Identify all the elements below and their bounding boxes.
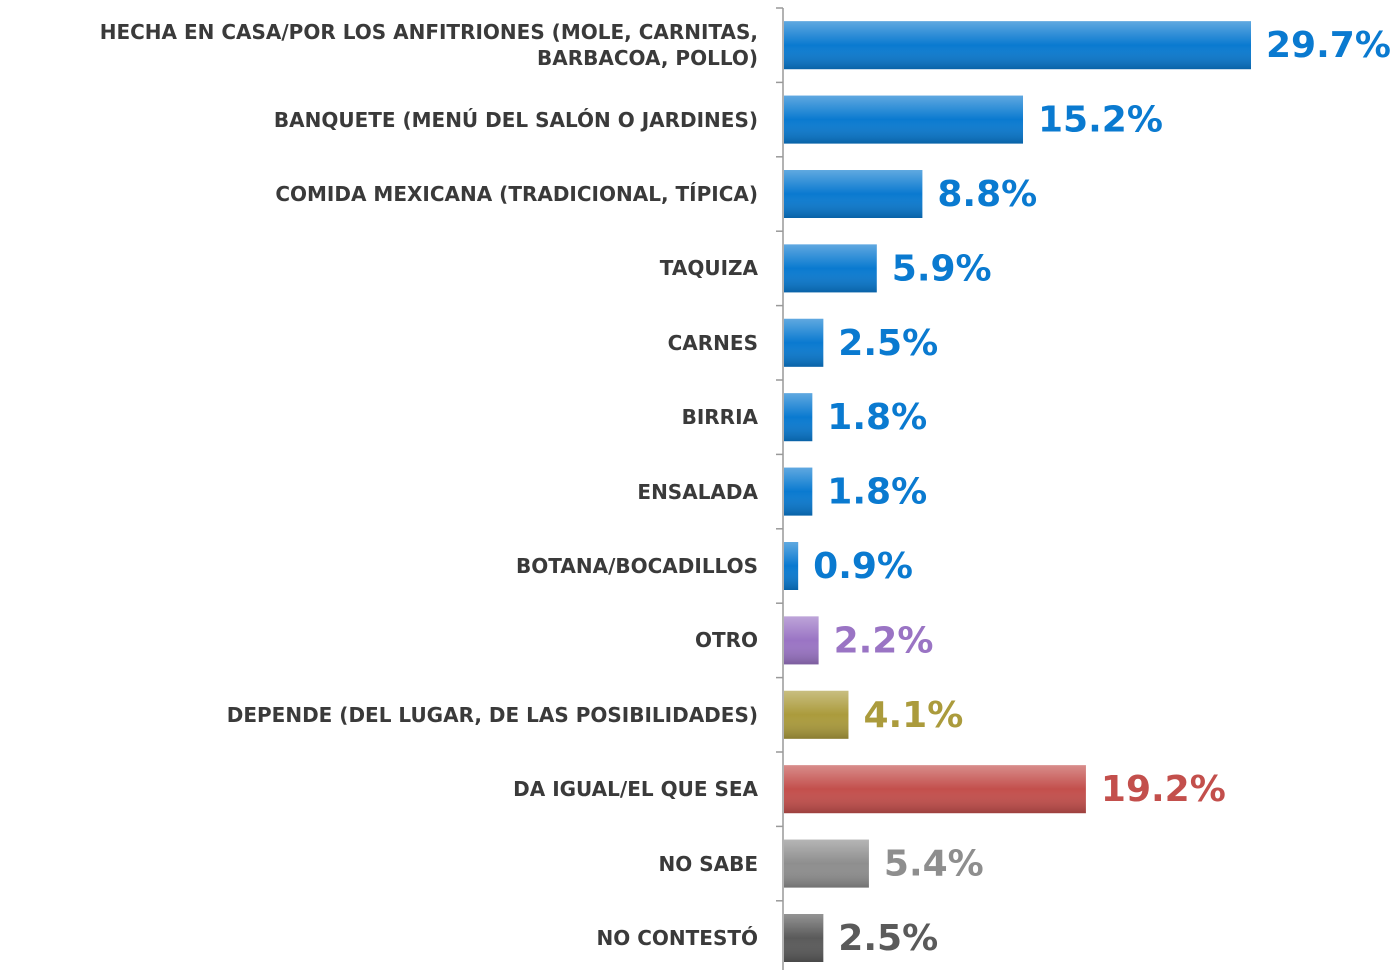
bar-shine: [784, 393, 813, 442]
category-label: BIRRIA: [681, 405, 758, 430]
category-label: OTRO: [694, 628, 758, 653]
bar-shine: [784, 318, 824, 367]
value-label: 29.7%: [1266, 25, 1390, 66]
category-label: BANQUETE (MENÚ DEL SALÓN O JARDINES): [273, 107, 758, 132]
category-label: DEPENDE (DEL LUGAR, DE LAS POSIBILIDADES…: [226, 702, 758, 727]
bar-shine: [784, 690, 849, 739]
value-label: 5.9%: [892, 248, 992, 289]
bar-shine: [784, 914, 824, 962]
value-label: 2.2%: [834, 620, 934, 661]
category-label: ENSALADA: [637, 479, 758, 504]
bar-shine: [784, 542, 799, 590]
category-label: HECHA EN CASA/POR LOS ANFITRIONES (MOLE,…: [99, 20, 758, 71]
value-label: 8.8%: [937, 174, 1037, 215]
bar-shine: [784, 616, 819, 665]
category-label: COMIDA MEXICANA (TRADICIONAL, TÍPICA): [275, 182, 758, 206]
value-label: 15.2%: [1038, 100, 1163, 141]
bar-shine: [784, 95, 1024, 144]
category-label: NO CONTESTÓ: [596, 926, 758, 950]
bar-shine: [784, 244, 877, 293]
value-label: 5.4%: [884, 844, 984, 885]
value-label: 1.8%: [827, 397, 927, 438]
category-label: CARNES: [667, 330, 758, 355]
bar-shine: [784, 765, 1086, 814]
category-label: TAQUIZA: [659, 256, 758, 281]
category-label: BOTANA/BOCADILLOS: [516, 554, 758, 578]
value-label: 1.8%: [827, 472, 927, 513]
bar-shine: [784, 170, 923, 218]
value-label: 4.1%: [863, 695, 963, 736]
bar-shine: [784, 467, 813, 516]
value-label: 0.9%: [813, 546, 913, 587]
bar-shine: [784, 839, 869, 888]
category-label: DA IGUAL/EL QUE SEA: [513, 777, 758, 802]
value-label: 19.2%: [1101, 769, 1226, 810]
category-label: NO SABE: [658, 851, 759, 876]
value-label: 2.5%: [838, 918, 938, 959]
value-label: 2.5%: [838, 323, 938, 364]
bar-shine: [784, 21, 1251, 70]
